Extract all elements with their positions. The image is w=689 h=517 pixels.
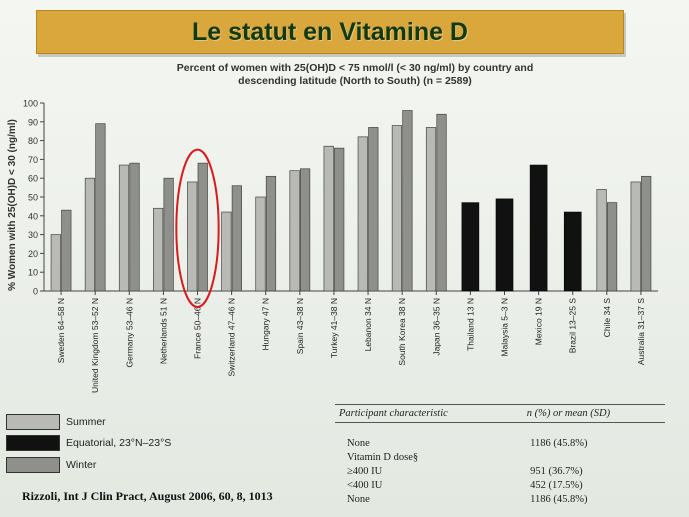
y-axis-label: % Women with 25(OH)D < 30 (ng/ml) bbox=[7, 119, 18, 291]
y-tick-label: 60 bbox=[28, 174, 38, 184]
table-cell bbox=[530, 451, 665, 465]
legend-swatch-summer bbox=[6, 414, 60, 430]
bar-summer bbox=[84, 177, 96, 292]
title-banner: Le statut en Vitamine D bbox=[36, 10, 624, 54]
table-cell: 951 (36.7%) bbox=[530, 466, 583, 477]
x-tick-label: Hungary 47 N bbox=[261, 298, 271, 350]
x-tick-label: Australia 31–37 S bbox=[636, 298, 646, 365]
table-cell: 452 (17.5%) bbox=[530, 480, 583, 491]
y-tick-label: 30 bbox=[28, 230, 38, 240]
bar-summer bbox=[221, 211, 232, 292]
table-row: ≥400 IU 951 (36.7%) bbox=[335, 465, 665, 479]
y-tick-label: 20 bbox=[28, 249, 38, 259]
bar-winter bbox=[163, 177, 174, 292]
bar-summer bbox=[323, 145, 334, 292]
legend-item-winter: Winter bbox=[6, 457, 96, 473]
bar-winter bbox=[61, 209, 72, 292]
legend-item-summer: Summer bbox=[6, 414, 106, 430]
table-row: None 1186 (45.8%) bbox=[335, 437, 665, 451]
bar-summer bbox=[289, 170, 300, 292]
x-tick-label: United Kingdom 53–52 N bbox=[90, 298, 100, 393]
slide-title: Le statut en Vitamine D bbox=[192, 17, 468, 46]
chart-title-line-2: descending latitude (North to South) (n … bbox=[238, 75, 472, 87]
y-tick-label: 0 bbox=[33, 287, 38, 297]
bar-equatorial bbox=[495, 198, 514, 292]
highlight-ellipse bbox=[175, 148, 220, 309]
bar-winter bbox=[197, 162, 208, 292]
x-tick-label: France 50–46 N bbox=[193, 298, 203, 359]
x-tick-label: Chile 34 S bbox=[602, 298, 612, 338]
bar-equatorial bbox=[529, 164, 548, 292]
table-header-characteristic: Participant characteristic bbox=[339, 408, 448, 419]
bar-summer bbox=[153, 207, 164, 292]
x-tick-label: Japan 36–35 N bbox=[431, 298, 441, 356]
bar-winter bbox=[641, 175, 652, 292]
chart-title-line-1: Percent of women with 25(OH)D < 75 nmol/… bbox=[176, 62, 534, 74]
table-cell: None bbox=[347, 494, 370, 505]
bar-summer bbox=[50, 234, 61, 292]
y-tick-label: 70 bbox=[28, 155, 38, 165]
bar-summer bbox=[596, 189, 607, 292]
x-tick-label: South Korea 38 N bbox=[397, 298, 407, 366]
legend-label-summer: Summer bbox=[66, 416, 106, 428]
legend-swatch-equatorial bbox=[6, 435, 60, 451]
bar-summer bbox=[630, 181, 641, 292]
table-header-value: n (%) or mean (SD) bbox=[526, 408, 611, 419]
bar-summer bbox=[357, 136, 368, 292]
x-tick-label: Lebanon 34 N bbox=[363, 298, 373, 351]
bar-winter bbox=[231, 185, 242, 292]
table-row: Vitamin D dose§ bbox=[335, 451, 665, 465]
y-tick-label: 80 bbox=[28, 136, 38, 146]
bar-summer bbox=[118, 164, 130, 292]
table-cell: 1186 (45.8%) bbox=[530, 438, 588, 449]
x-tick-label: Mexico 19 N bbox=[534, 298, 544, 345]
bar-winter bbox=[265, 175, 277, 292]
bar-summer bbox=[255, 196, 266, 292]
bar-winter bbox=[402, 110, 413, 292]
x-tick-label: Thailand 13 N bbox=[465, 298, 475, 351]
bar-winter bbox=[299, 168, 311, 292]
table-header: Participant characteristic n (%) or mean… bbox=[335, 404, 665, 423]
bar-chart: 0 10 20 30 40 50 60 70 80 90 100 % Women with 25(OH… bbox=[7, 99, 658, 393]
legend-label-winter: Winter bbox=[66, 459, 97, 471]
bar-summer bbox=[187, 181, 198, 292]
x-tick-label: Malaysia 5–3 N bbox=[500, 298, 510, 357]
table-row: None 1186 (45.8%) bbox=[335, 493, 665, 507]
bar-summer bbox=[425, 127, 437, 292]
table-cell: ≥400 IU bbox=[347, 466, 383, 477]
bar-winter bbox=[368, 127, 379, 292]
x-tick-label: Brazil 13–25 S bbox=[568, 298, 578, 354]
legend-label-equatorial: Equatorial, 23°N–23°S bbox=[66, 437, 172, 449]
citation: Rizzoli, Int J Clin Pract, August 2006, … bbox=[22, 489, 273, 503]
table-cell: 1186 (45.8%) bbox=[530, 494, 588, 505]
bar-winter bbox=[95, 123, 106, 292]
x-tick-label: Sweden 64–58 N bbox=[56, 298, 66, 363]
y-tick-label: 10 bbox=[28, 268, 38, 278]
y-tick-label: 90 bbox=[28, 117, 38, 127]
bar-winter bbox=[334, 147, 345, 292]
table-cell: Vitamin D dose§ bbox=[347, 452, 419, 463]
table-cell: <400 IU bbox=[347, 480, 383, 491]
bar-summer bbox=[391, 125, 403, 292]
bar-equatorial bbox=[563, 211, 582, 292]
x-tick-label: Spain 43–38 N bbox=[295, 298, 305, 354]
y-tick-label: 50 bbox=[28, 193, 38, 203]
x-tick-label: Germany 53–46 N bbox=[124, 298, 134, 367]
x-tick-label: Switzerland 47–46 N bbox=[227, 298, 237, 376]
y-tick-label: 40 bbox=[28, 211, 38, 221]
bar-winter bbox=[129, 162, 140, 292]
table-row: <400 IU 452 (17.5%) bbox=[335, 479, 665, 493]
bar-winter bbox=[436, 113, 447, 292]
participant-table: Participant characteristic n (%) or mean… bbox=[335, 404, 665, 507]
legend-swatch-winter bbox=[6, 457, 60, 473]
table-cell: None bbox=[347, 438, 370, 449]
x-tick-label: Turkey 41–38 N bbox=[329, 298, 339, 358]
y-tick-label: 100 bbox=[23, 99, 38, 109]
legend-item-equatorial: Equatorial, 23°N–23°S bbox=[6, 435, 171, 451]
x-tick-label: Netherlands 51 N bbox=[158, 298, 168, 364]
bar-winter bbox=[606, 202, 618, 292]
bar-equatorial bbox=[461, 202, 480, 292]
chart-title: Percent of women with 25(OH)D < 75 nmol/… bbox=[120, 62, 590, 88]
